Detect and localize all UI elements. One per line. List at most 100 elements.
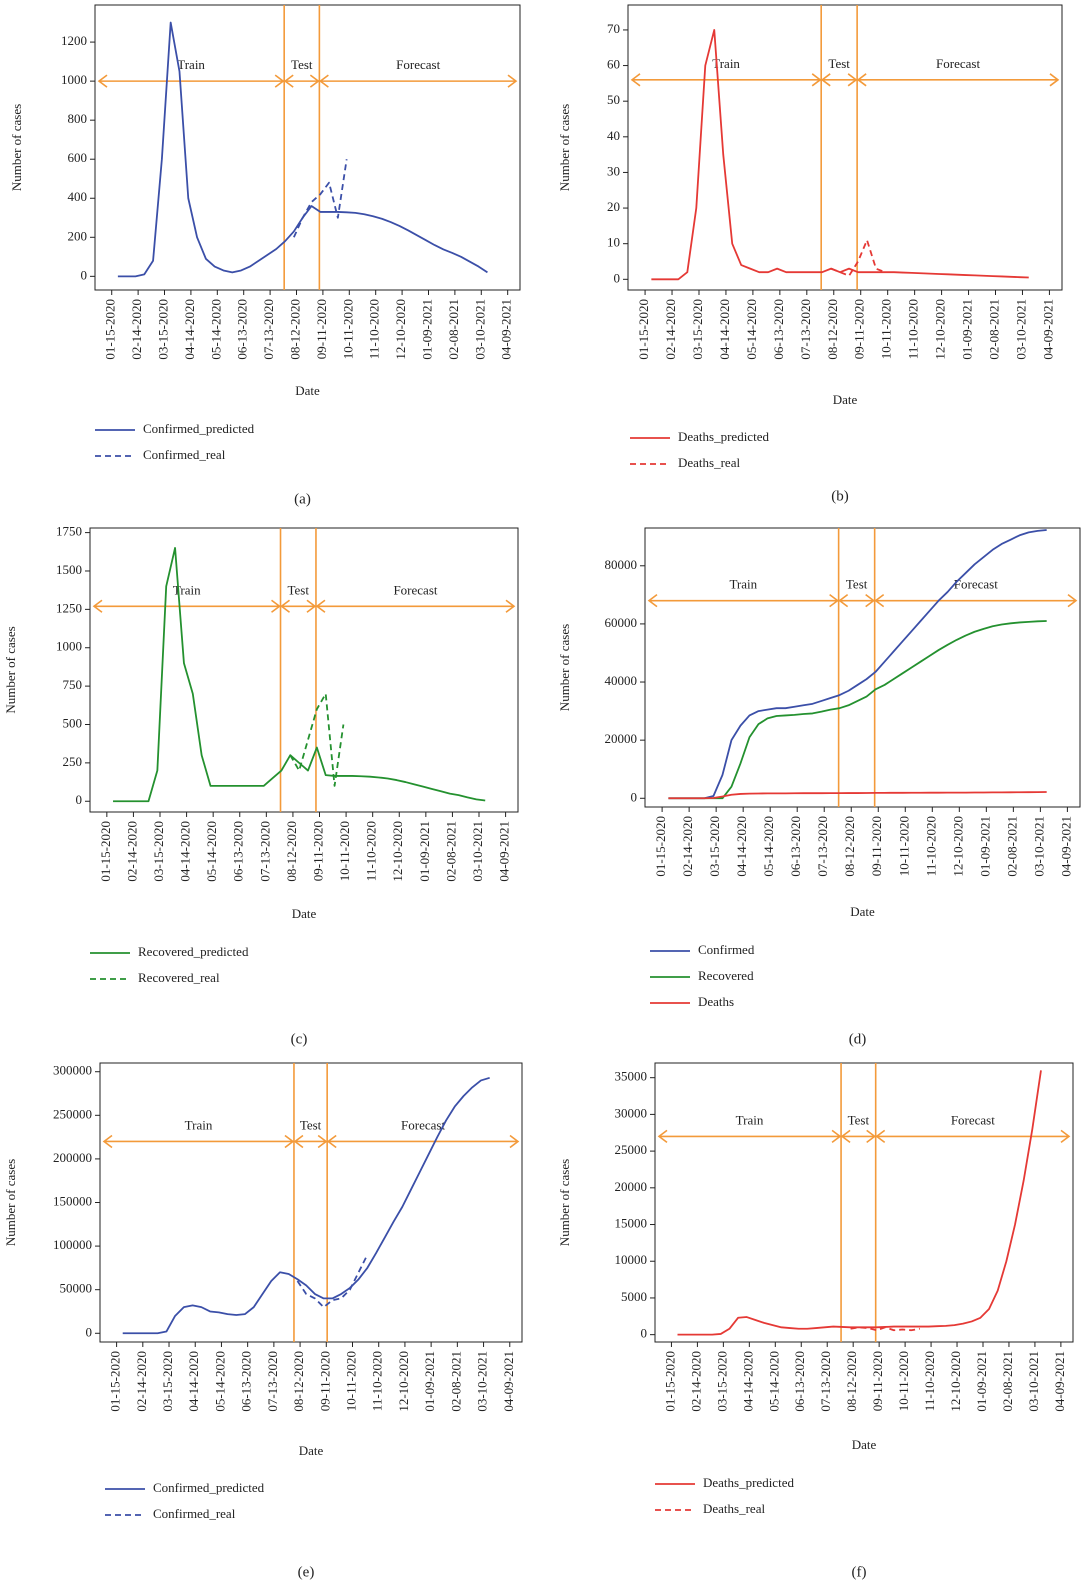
x-tick-label: 03-10-2021 xyxy=(475,1351,490,1412)
x-tick-label: 02-08-2021 xyxy=(446,299,461,360)
legend-label: Deaths_real xyxy=(678,455,740,470)
y-tick-label: 0 xyxy=(631,789,638,804)
x-tick-label: 01-09-2021 xyxy=(977,816,992,877)
x-tick-label: 08-12-2020 xyxy=(844,1351,859,1412)
x-tick-label: 01-09-2021 xyxy=(417,821,432,882)
chart-panel: 0 10 20 30 40 50 60 70 01-15-2020 02-14-2020 03-15… xyxy=(557,4,1063,504)
phase-label: Train xyxy=(712,56,740,71)
x-tick-label: 08-12-2020 xyxy=(291,1351,306,1412)
plot-frame xyxy=(644,527,1081,808)
x-tick-label: 01-15-2020 xyxy=(98,821,113,882)
x-tick-label: 01-09-2021 xyxy=(419,299,434,360)
y-axis-label: Number of cases xyxy=(3,626,18,713)
x-tick-label: 02-08-2021 xyxy=(1000,1351,1015,1412)
x-tick-label: 02-14-2020 xyxy=(134,1351,149,1412)
x-tick-label: 09-11-2020 xyxy=(314,299,329,359)
legend-label: Confirmed xyxy=(698,942,755,957)
y-axis-label: Number of cases xyxy=(3,1159,18,1246)
arrow-head xyxy=(847,73,858,87)
x-tick-label: 10-11-2020 xyxy=(896,816,911,876)
x-tick-label: 12-10-2020 xyxy=(396,1351,411,1412)
phase-label: Test xyxy=(300,1117,322,1132)
y-tick-label: 40000 xyxy=(605,673,638,688)
x-tick-label: 06-13-2020 xyxy=(771,299,786,360)
arrow-head xyxy=(647,594,658,608)
arrow-head xyxy=(874,594,885,608)
panel-label: (a) xyxy=(294,491,311,507)
phase-label: Test xyxy=(287,582,309,597)
x-tick-label: 06-13-2020 xyxy=(792,1351,807,1412)
phase-label: Forecast xyxy=(936,56,980,71)
y-tick-label: 1750 xyxy=(56,524,82,539)
x-tick-label: 04-14-2020 xyxy=(186,1351,201,1412)
y-tick-label: 600 xyxy=(68,150,88,165)
phase-label: Test xyxy=(291,57,313,72)
x-tick-label: 07-13-2020 xyxy=(798,299,813,360)
x-tick-label: 08-12-2020 xyxy=(842,816,857,877)
legend-label: Confirmed_real xyxy=(153,1506,236,1521)
y-tick-label: 0 xyxy=(614,270,621,285)
panel-label: (b) xyxy=(831,488,849,504)
y-tick-label: 80000 xyxy=(605,557,638,572)
x-tick-label: 02-08-2021 xyxy=(986,299,1001,360)
x-tick-label: 02-14-2020 xyxy=(688,1351,703,1412)
series-line xyxy=(289,692,345,787)
x-tick-label: 04-09-2021 xyxy=(499,299,514,360)
x-tick-label: 11-10-2020 xyxy=(906,299,921,359)
y-tick-label: 250000 xyxy=(53,1106,92,1121)
x-tick-label: 12-10-2020 xyxy=(950,816,965,877)
y-tick-label: 60 xyxy=(607,57,620,72)
x-tick-label: 07-13-2020 xyxy=(261,299,276,360)
series-line xyxy=(296,1254,369,1309)
x-axis-label: Date xyxy=(850,904,875,919)
arrow-head xyxy=(309,74,320,88)
phase-label: Train xyxy=(185,1117,213,1132)
arrow-head xyxy=(271,599,281,613)
x-tick-label: 09-11-2020 xyxy=(870,1351,885,1411)
panel-label: (e) xyxy=(298,1564,315,1580)
legend-label: Deaths_real xyxy=(703,1501,765,1516)
x-tick-label: 08-12-2020 xyxy=(284,821,299,882)
x-tick-label: 02-14-2020 xyxy=(129,299,144,360)
y-tick-label: 200000 xyxy=(53,1150,92,1165)
x-tick-label: 07-13-2020 xyxy=(257,821,272,882)
arrow-head xyxy=(838,594,849,608)
x-tick-label: 02-08-2021 xyxy=(1004,816,1019,877)
x-tick-label: 03-10-2021 xyxy=(1026,1351,1041,1412)
arrow-head xyxy=(1060,1129,1071,1144)
x-tick-label: 01-15-2020 xyxy=(662,1351,677,1412)
arrow-head xyxy=(866,1129,877,1144)
phase-label: Forecast xyxy=(396,57,440,72)
series-line xyxy=(668,529,1047,800)
x-tick-label: 06-13-2020 xyxy=(788,816,803,877)
arrow-head xyxy=(92,599,103,613)
x-tick-label: 03-10-2021 xyxy=(1013,299,1028,360)
y-tick-label: 60000 xyxy=(605,615,638,630)
y-tick-label: 20000 xyxy=(615,1179,648,1194)
arrow-head xyxy=(326,1134,337,1149)
x-tick-label: 10-11-2020 xyxy=(896,1351,911,1411)
series-line xyxy=(830,239,886,277)
y-tick-label: 0 xyxy=(81,267,88,282)
x-axis-label: Date xyxy=(852,1437,877,1452)
x-tick-label: 07-13-2020 xyxy=(265,1351,280,1412)
legend-label: Deaths xyxy=(698,994,734,1009)
chart-panel: 0 250 500 750 1000 1250 1500 1750 01-15-2020 02-1… xyxy=(3,524,519,1047)
y-tick-label: 1250 xyxy=(56,600,82,615)
y-tick-label: 300000 xyxy=(53,1063,92,1078)
legend-label: Recovered_predicted xyxy=(138,944,249,959)
x-tick-label: 11-10-2020 xyxy=(370,1351,385,1411)
legend-label: Deaths_predicted xyxy=(678,429,769,444)
y-axis-label: Number of cases xyxy=(557,104,572,191)
series-line xyxy=(850,1326,920,1332)
y-tick-label: 750 xyxy=(63,677,83,692)
x-tick-label: 04-14-2020 xyxy=(182,299,197,360)
phase-label: Test xyxy=(846,577,868,592)
legend-label: Deaths_predicted xyxy=(703,1475,794,1490)
arrow-head xyxy=(657,1129,668,1144)
arrow-head xyxy=(865,594,875,608)
x-tick-label: 01-15-2020 xyxy=(653,816,668,877)
x-tick-label: 03-15-2020 xyxy=(707,816,722,877)
x-tick-label: 04-09-2021 xyxy=(1052,1351,1067,1412)
x-tick-label: 10-11-2020 xyxy=(343,1351,358,1411)
